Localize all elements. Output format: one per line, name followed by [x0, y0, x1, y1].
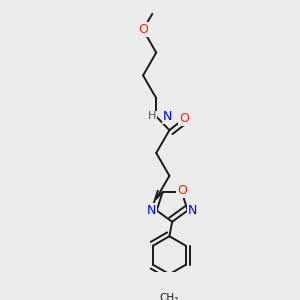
- Text: O: O: [177, 184, 187, 197]
- Text: O: O: [138, 23, 148, 36]
- Text: H: H: [148, 112, 156, 122]
- Text: CH₃: CH₃: [160, 293, 179, 300]
- Text: N: N: [188, 204, 197, 217]
- Text: N: N: [147, 204, 156, 217]
- Text: N: N: [163, 110, 172, 123]
- Text: O: O: [179, 112, 189, 125]
